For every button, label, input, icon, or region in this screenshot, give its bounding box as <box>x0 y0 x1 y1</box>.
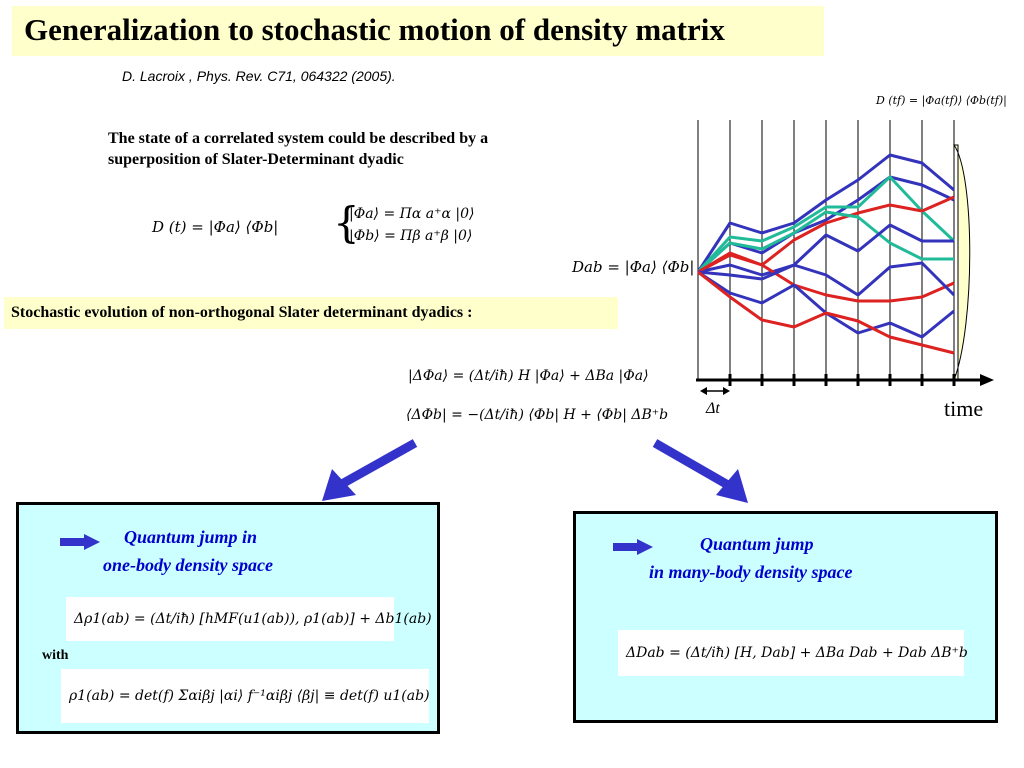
distribution-curve <box>953 144 971 381</box>
delta-t-label: Δt <box>706 400 720 417</box>
density-formula: D (t) = |Φa⟩ ⟨Φb| <box>152 218 279 236</box>
delta-dab-formula: ΔDab = (Δt/iħ) [H, Dab] + ΔBa Dab + Dab … <box>618 630 968 676</box>
branch-arrows <box>322 439 748 503</box>
delta-t-arrow <box>700 387 730 395</box>
quantum-jump-heading: Quantum jump in <box>124 527 258 547</box>
time-ticks <box>728 374 956 386</box>
brace-icon: { <box>333 198 360 247</box>
stochastic-banner <box>4 297 618 329</box>
trajectory-diagram <box>696 120 994 395</box>
delta-phi-b-formula: ⟨ΔΦb| = −(Δt/iħ) ⟨Φb| H + ⟨Φb| ΔB⁺b <box>406 407 669 423</box>
reference-citation: D. Lacroix , Phys. Rev. C71, 064322 (200… <box>122 68 396 84</box>
stochastic-heading: Stochastic evolution of non-orthogonal S… <box>11 304 473 321</box>
phi-a-formula: |Φa⟩ = Πα a⁺α |0⟩ <box>349 206 475 222</box>
delta-phi-a-formula: |ΔΦa⟩ = (Δt/iħ) H |Φa⟩ + ΔBa |Φa⟩ <box>408 368 649 384</box>
time-axis-arrowhead <box>980 374 994 386</box>
slater-state-system: { |Φa⟩ = Πα a⁺α |0⟩ |Φb⟩ = Πβ a⁺β |0⟩ <box>333 198 503 252</box>
time-grid-lines <box>697 120 955 380</box>
phi-b-formula: |Φb⟩ = Πβ a⁺β |0⟩ <box>349 228 473 244</box>
quantum-jump-heading: Quantum jump <box>700 534 814 554</box>
intro-text: The state of a correlated system could b… <box>108 130 489 168</box>
one-body-subheading: one-body density space <box>103 555 273 575</box>
title-banner <box>12 6 824 56</box>
arrow-to-right-card <box>652 439 748 503</box>
final-density-formula: D (tf) = |Φa(tf)⟩ ⟨Φb(tf)| <box>876 94 1007 107</box>
arrow-right-icon <box>60 534 100 550</box>
many-body-card: Quantum jump in many-body density space … <box>573 511 998 723</box>
arrow-to-left-card <box>322 439 418 501</box>
rho-definition-formula: ρ1(ab) = det(f) Σαiβj |αi⟩ f⁻¹αiβj ⟨βj| … <box>61 669 430 723</box>
arrow-right-icon <box>613 539 653 555</box>
slide-title: Generalization to stochastic motion of d… <box>24 12 725 47</box>
time-label: time <box>944 396 984 421</box>
with-label: with <box>42 648 69 663</box>
one-body-card: Quantum jump in one-body density space Δ… <box>16 502 440 734</box>
stochastic-paths <box>696 153 956 355</box>
many-body-subheading: in many-body density space <box>649 562 853 582</box>
dab-label: Dab = |Φa⟩ ⟨Φb| <box>572 258 695 276</box>
delta-rho-formula: Δρ1(ab) = (Δt/iħ) [hMF(u1(ab)), ρ1(ab)] … <box>66 597 432 641</box>
